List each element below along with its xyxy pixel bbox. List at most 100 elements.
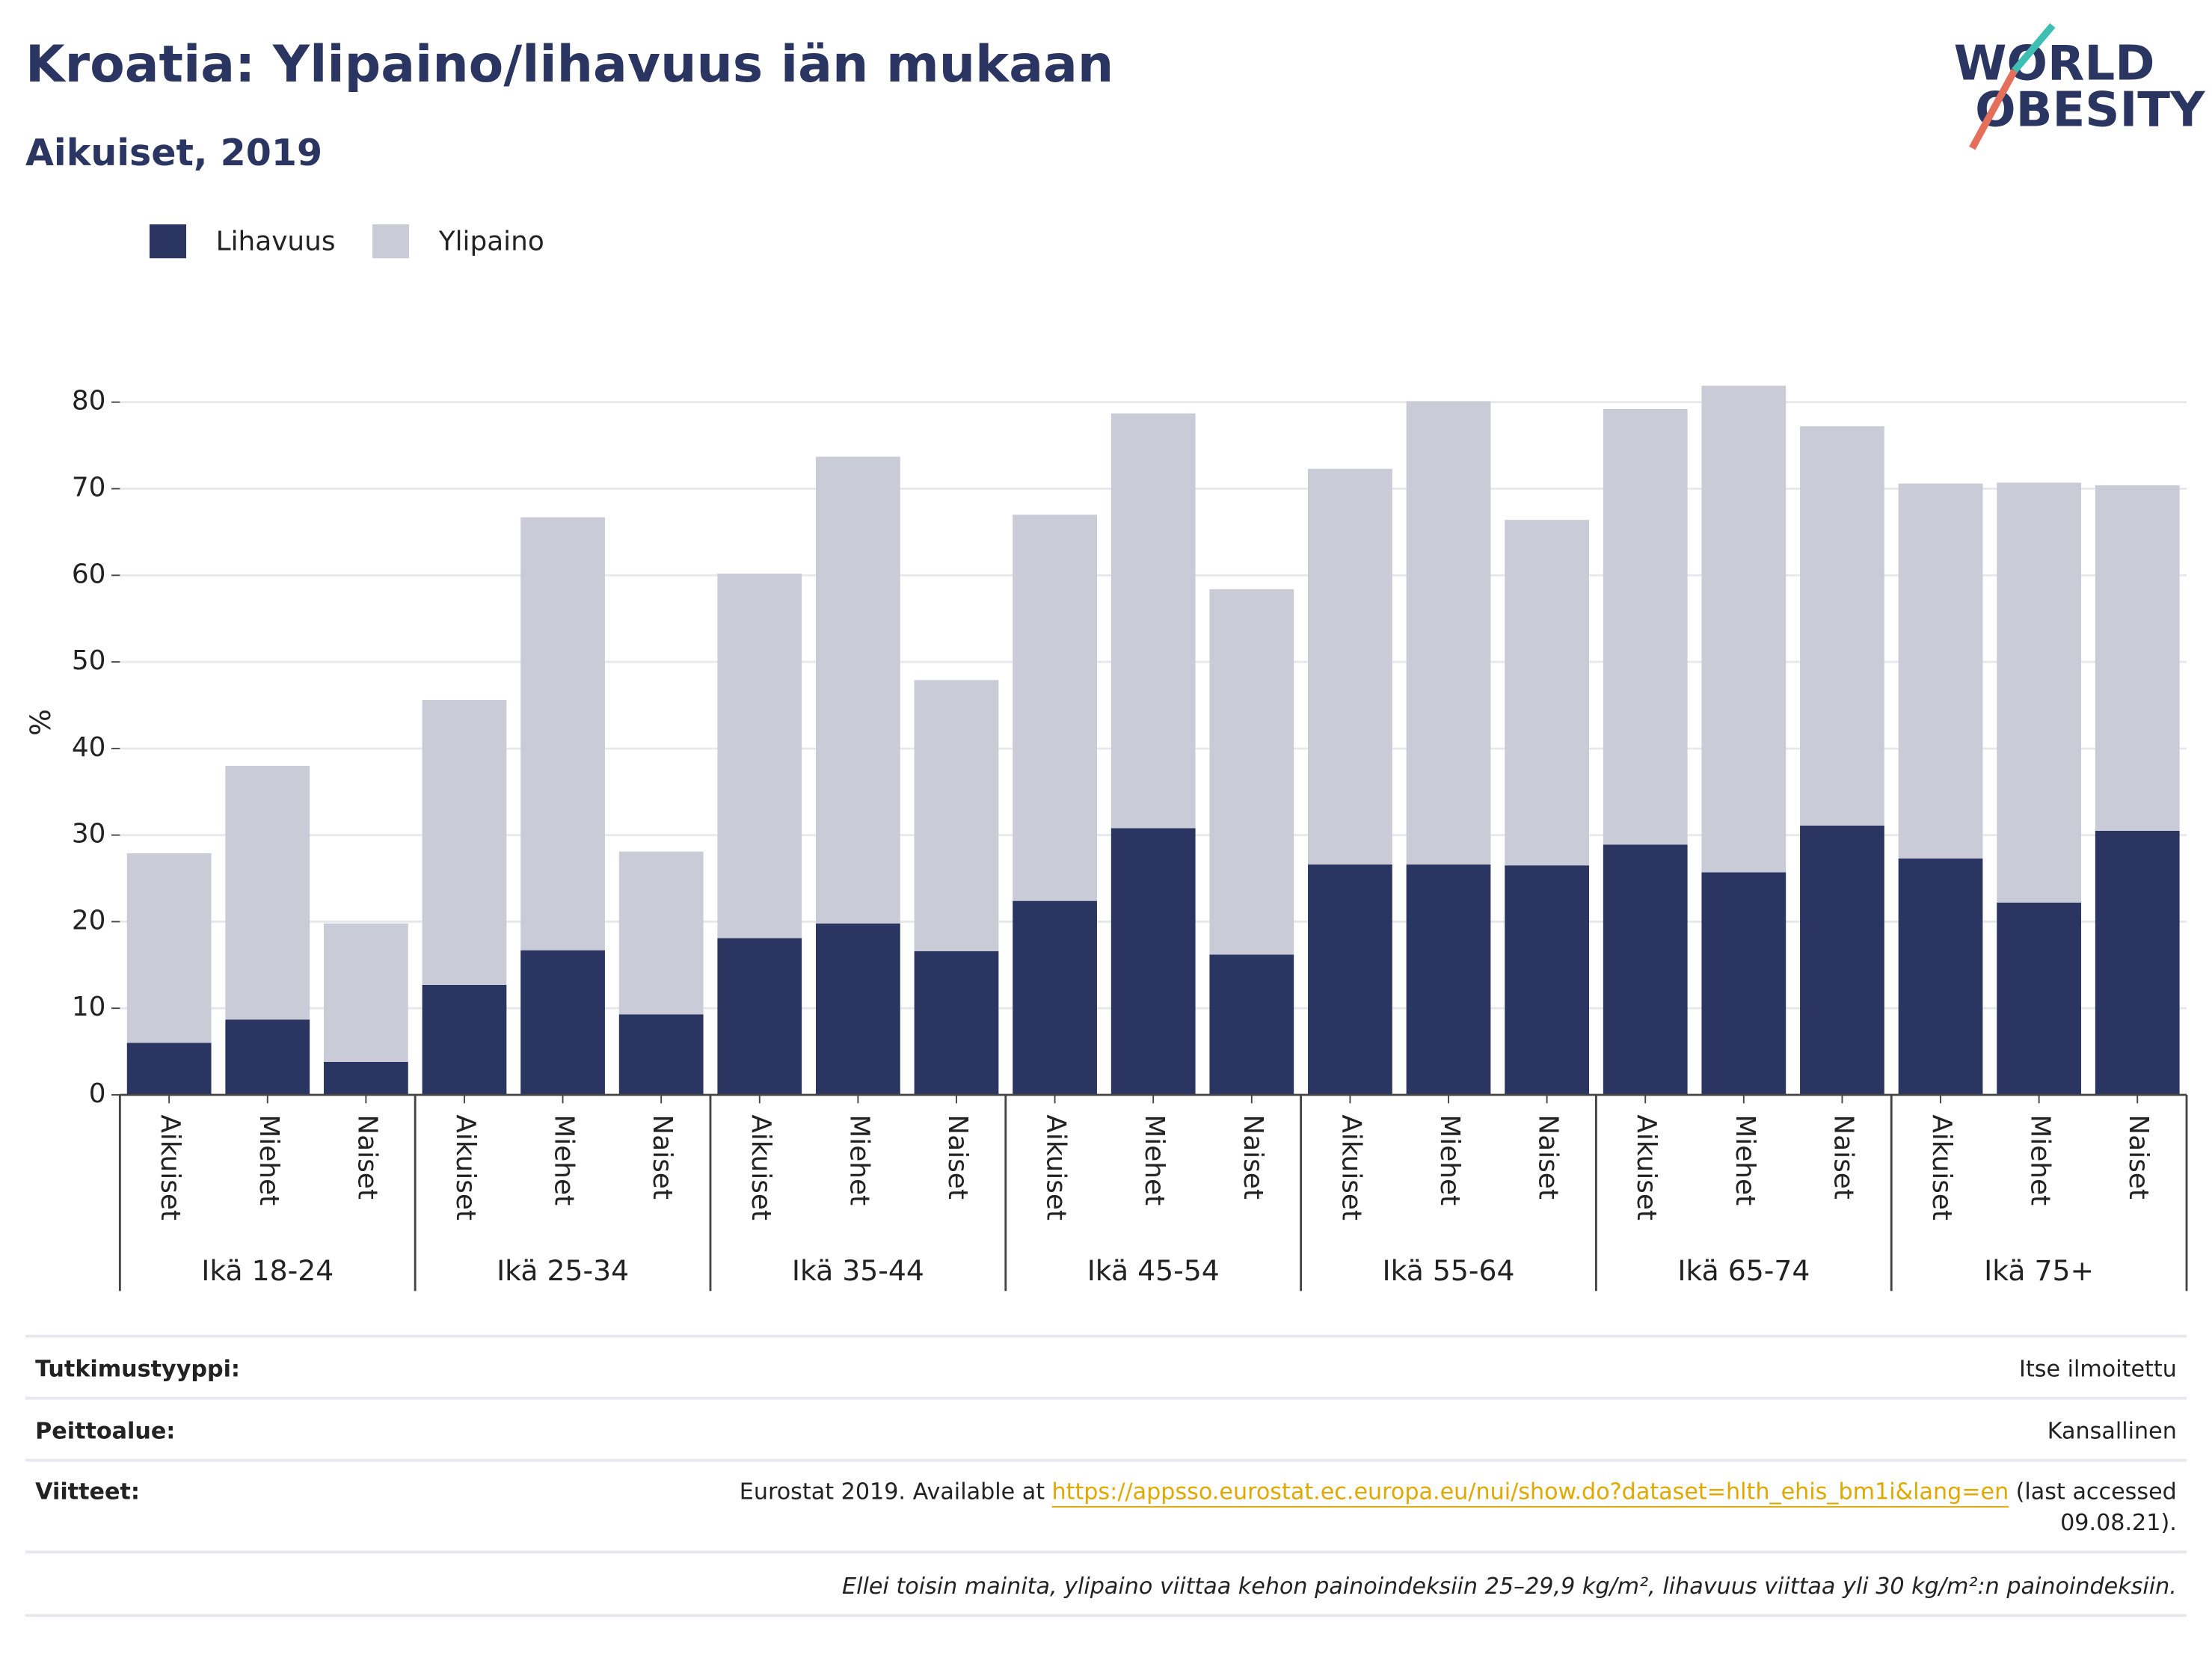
x-tick-label: Miehet <box>1139 1114 1170 1206</box>
bar <box>2095 830 2180 1095</box>
x-tick-label: Miehet <box>2025 1114 2056 1206</box>
y-tick-label: 50 <box>72 645 106 676</box>
logo-stroke <box>1969 69 2018 150</box>
group-label: Ikä 75+ <box>1984 1254 2094 1287</box>
x-tick-label: Naiset <box>1238 1114 1268 1199</box>
x-tick-label: Aikuiset <box>1041 1114 1072 1220</box>
row-label: Peittoalue: <box>35 1418 175 1444</box>
x-tick-label: Miehet <box>1434 1114 1465 1206</box>
bar <box>126 1043 212 1095</box>
y-tick-label: 70 <box>72 473 106 503</box>
x-tick-label: Naiset <box>351 1114 382 1199</box>
bar <box>1308 865 1392 1095</box>
row-value: (last accessed <box>2016 1479 2177 1505</box>
bar <box>422 984 507 1095</box>
x-tick-label: Miehet <box>1730 1114 1760 1206</box>
legend-swatch <box>149 224 187 259</box>
x-tick-label: Aikuiset <box>450 1114 481 1220</box>
x-tick-label: Naiset <box>942 1114 973 1199</box>
x-tick-label: Miehet <box>844 1114 874 1206</box>
bar <box>1013 515 1097 901</box>
bar <box>1898 858 1983 1095</box>
bar <box>618 851 704 1015</box>
bar <box>1406 865 1491 1095</box>
group-label: Ikä 45-54 <box>1087 1254 1220 1287</box>
reference-link[interactable]: https://appsso.eurostat.ec.europa.eu/nui… <box>1052 1479 2009 1505</box>
y-axis-label: % <box>24 709 57 736</box>
bar <box>1406 401 1491 865</box>
bar <box>1997 482 2082 903</box>
x-tick-label: Aikuiset <box>1336 1114 1366 1220</box>
bar <box>1110 413 1196 829</box>
bar <box>1505 865 1589 1095</box>
bar <box>1603 408 1688 845</box>
legend-swatch <box>372 224 410 259</box>
group-label: Ikä 65-74 <box>1677 1254 1810 1287</box>
row-value: Kansallinen <box>2047 1418 2177 1444</box>
bar <box>126 853 212 1043</box>
bar <box>2095 485 2180 831</box>
bar <box>1505 520 1589 866</box>
bar <box>323 923 408 1062</box>
row-value: 09.08.21). <box>2060 1510 2177 1536</box>
logo-stroke <box>2012 22 2056 73</box>
bar <box>323 1061 408 1095</box>
bar <box>1209 589 1294 955</box>
bar <box>520 950 605 1095</box>
bar <box>717 573 802 939</box>
bar <box>422 700 507 985</box>
x-tick-label: Aikuiset <box>1926 1114 1957 1220</box>
bar <box>1701 872 1787 1095</box>
x-tick-label: Naiset <box>2123 1114 2154 1199</box>
bar <box>1013 900 1097 1095</box>
x-tick-label: Aikuiset <box>155 1114 185 1220</box>
bar <box>225 1019 310 1095</box>
bar <box>225 766 310 1020</box>
row-value: Itse ilmoitettu <box>2019 1356 2177 1382</box>
bar <box>520 517 605 951</box>
bar <box>914 680 999 951</box>
bar <box>816 923 900 1095</box>
bar <box>1209 954 1294 1095</box>
bar <box>717 938 802 1095</box>
bar <box>1603 844 1688 1095</box>
legend-label: Lihavuus <box>216 227 336 257</box>
bar <box>1308 468 1392 865</box>
row-label: Viitteet: <box>35 1479 140 1505</box>
chart-subtitle: Aikuiset, 2019 <box>25 131 322 174</box>
y-tick-label: 40 <box>72 732 106 763</box>
bar <box>816 456 900 924</box>
group-label: Ikä 55-64 <box>1383 1254 1515 1287</box>
chart-title: Kroatia: Ylipaino/lihavuus iän mukaan <box>25 35 1113 94</box>
bar <box>914 951 999 1095</box>
bar <box>1800 426 1884 826</box>
logo: WORLD OBESITY <box>1954 22 2206 150</box>
footnote: Ellei toisin mainita, ylipaino viittaa k… <box>842 1573 2177 1600</box>
legend-label: Ylipaino <box>438 227 544 257</box>
x-tick-label: Aikuiset <box>1631 1114 1662 1220</box>
bar <box>1701 385 1787 873</box>
group-label: Ikä 18-24 <box>201 1254 334 1287</box>
x-tick-label: Naiset <box>647 1114 678 1199</box>
x-tick-label: Naiset <box>1533 1114 1564 1199</box>
bar <box>1898 483 1983 859</box>
y-tick-label: 60 <box>72 559 106 589</box>
x-tick-label: Miehet <box>254 1114 284 1206</box>
y-tick-label: 20 <box>72 905 106 936</box>
bar <box>1110 828 1196 1095</box>
x-tick-label: Naiset <box>1828 1114 1858 1199</box>
row-value: Eurostat 2019. Available at <box>740 1479 1045 1505</box>
y-tick-label: 10 <box>72 992 106 1022</box>
group-label: Ikä 35-44 <box>792 1254 924 1287</box>
row-label: Tutkimustyyppi: <box>35 1356 240 1382</box>
bar <box>1800 825 1884 1095</box>
group-label: Ikä 25-34 <box>497 1254 629 1287</box>
x-tick-label: Aikuiset <box>746 1114 776 1220</box>
y-tick-label: 0 <box>89 1078 106 1109</box>
bar <box>1997 902 2082 1095</box>
logo-text: WORLD <box>1954 35 2155 91</box>
y-tick-label: 30 <box>72 819 106 850</box>
logo-text: OBESITY <box>1975 82 2206 138</box>
bar <box>618 1014 704 1095</box>
